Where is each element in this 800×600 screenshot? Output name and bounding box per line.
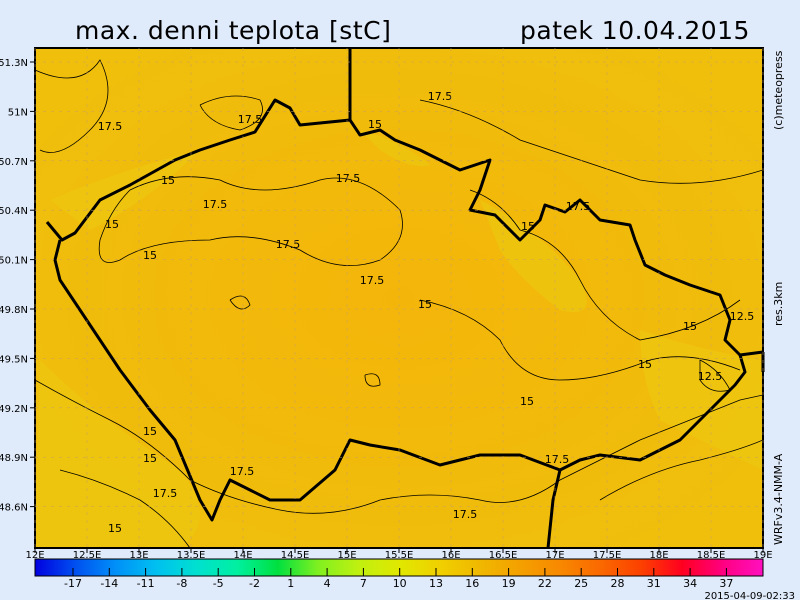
longitude-axis: 12E 12.5E 13E 13.5E 14E 14.5E 15E 15.5E 16E 16.5E… — [25, 48, 773, 561]
colorbar-label: 4 — [324, 577, 331, 590]
lon-tick-label: 19E — [753, 550, 772, 561]
contour-label: 15 — [520, 395, 534, 408]
contour-label: 17.5 — [428, 90, 453, 103]
colorbar-label: 7 — [360, 577, 367, 590]
contour-label: 17.5 — [453, 508, 478, 521]
lon-tick-label: 14E — [233, 550, 252, 561]
colorbar-label: -8 — [176, 577, 187, 590]
contour-labels: 17.5 17.5 17.5 15 15 17.5 17.5 15 17.5 15 15 17.5 17… — [98, 90, 755, 535]
contour-label: 15 — [143, 425, 157, 438]
contour-label: 17.5 — [360, 274, 385, 287]
lat-tick-label: 49.8N — [0, 305, 28, 316]
lat-tick-label: 50.7N — [0, 157, 28, 168]
colorbar-label: -11 — [137, 577, 155, 590]
contour-label: 15 — [683, 320, 697, 333]
contour-label: 15 — [105, 218, 119, 231]
lon-tick-label: 18.5E — [697, 550, 726, 561]
lon-tick-label: 17E — [545, 550, 564, 561]
lat-tick-label: 49.2N — [0, 404, 28, 415]
lon-tick-label: 12E — [25, 550, 44, 561]
country-borders — [45, 48, 765, 549]
lat-tick-label: 50.1N — [0, 256, 28, 267]
colorbar-label: 31 — [647, 577, 661, 590]
lon-tick-label: 13.5E — [177, 550, 206, 561]
lat-tick-label: 49.5N — [0, 354, 28, 365]
contour-label: 17.5 — [153, 487, 178, 500]
lat-tick-label: 51N — [8, 107, 28, 118]
map-title: max. denni teplota [stC] — [75, 16, 392, 45]
contour-label: 17.5 — [238, 113, 263, 126]
contour-label: 15 — [108, 522, 122, 535]
colorbar-label: -17 — [64, 577, 82, 590]
colorbar-label: -2 — [249, 577, 260, 590]
lon-tick-label: 13E — [129, 550, 148, 561]
lon-tick-label: 18E — [649, 550, 668, 561]
contour-label: 17.5 — [276, 238, 301, 251]
lon-tick-label: 16E — [441, 550, 460, 561]
lon-tick-label: 14.5E — [281, 550, 310, 561]
colorbar-label: 28 — [611, 577, 625, 590]
contour-label: 17.5 — [203, 198, 228, 211]
lon-tick-label: 15.5E — [385, 550, 414, 561]
colorbar-label: -14 — [100, 577, 118, 590]
contour-label: 12.5 — [730, 310, 755, 323]
lon-tick-label: 15E — [337, 550, 356, 561]
contour-label: 15 — [368, 118, 382, 131]
contour-label: 15 — [143, 249, 157, 262]
lat-tick-label: 48.9N — [0, 453, 28, 464]
contour-label: 17.5 — [566, 200, 591, 213]
colorbar-label: 10 — [393, 577, 407, 590]
contour-label: 17.5 — [336, 172, 361, 185]
contour-label: 15 — [418, 298, 432, 311]
colorbar-label: 13 — [429, 577, 443, 590]
contour-label: 12.5 — [698, 370, 723, 383]
contour-label: 17.5 — [98, 120, 123, 133]
isotherm-contours — [34, 59, 764, 549]
lon-tick-label: 12.5E — [73, 550, 102, 561]
run-time-label: 2015-04-09-02:33 — [704, 591, 795, 600]
colorbar-label: 34 — [683, 577, 697, 590]
lat-tick-label: 50.4N — [0, 206, 28, 217]
colorbar-label: 1 — [287, 577, 294, 590]
latitude-axis: 51.3N 51N 50.7N 50.4N 50.1N 49.8N 49.5N 49.2N 48… — [0, 58, 763, 514]
colorbar-label: 16 — [465, 577, 479, 590]
colorbar-label: 22 — [538, 577, 552, 590]
map-date: patek 10.04.2015 — [520, 16, 750, 45]
contour-label: 15 — [521, 220, 535, 233]
contour-label: 17.5 — [230, 465, 255, 478]
lat-tick-label: 51.3N — [0, 58, 28, 69]
contour-label: 15 — [638, 358, 652, 371]
lon-tick-label: 16.5E — [489, 550, 518, 561]
contour-label: 17.5 — [545, 453, 570, 466]
colorbar-label: -5 — [213, 577, 224, 590]
contour-label: 15 — [143, 452, 157, 465]
contour-label: 15 — [161, 174, 175, 187]
lat-tick-label: 48.6N — [0, 503, 28, 514]
colorbar-label: 25 — [574, 577, 588, 590]
colorbar-labels: -17 -14 -11 -8 -5 -2 1 4 7 10 13 16 19 22 25 28 31 34 37 — [64, 568, 733, 590]
colorbar-label: 19 — [502, 577, 516, 590]
colorbar-label: 37 — [719, 577, 733, 590]
lon-tick-label: 17.5E — [593, 550, 622, 561]
cooler-areas — [35, 130, 763, 548]
